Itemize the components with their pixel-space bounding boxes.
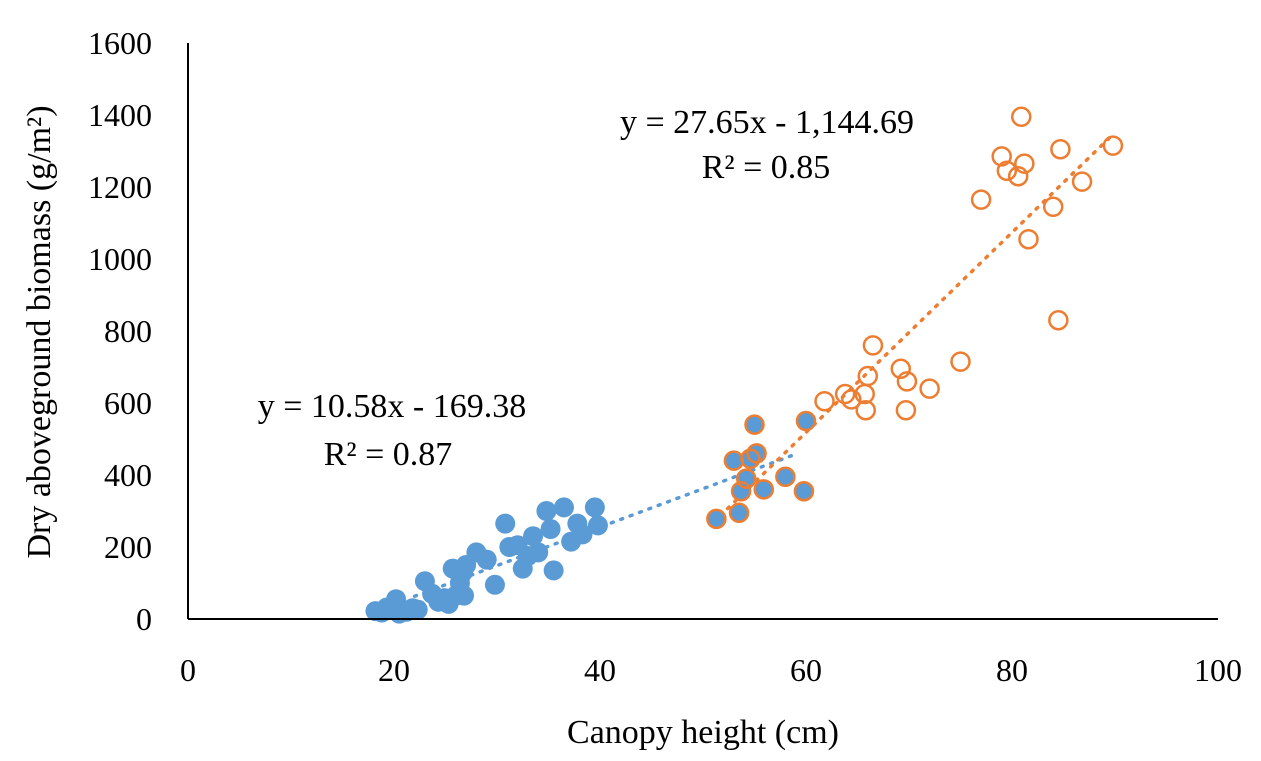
- orange-data-point: [795, 410, 817, 432]
- y-axis-title: Dry aboveground biomass (g/m²): [21, 105, 58, 558]
- orange-data-point: [841, 389, 862, 410]
- orange-data-point: [991, 146, 1012, 167]
- y-tick-label: 1000: [88, 241, 152, 277]
- orange-data-point: [890, 358, 912, 380]
- orange-data-point: [895, 399, 917, 421]
- blue-data-point: [407, 599, 428, 620]
- blue-data-point: [476, 549, 497, 570]
- orange-data-point: [775, 466, 796, 488]
- x-tick-label: 60: [790, 652, 822, 688]
- y-tick-label: 800: [104, 313, 152, 349]
- orange-data-point: [753, 479, 775, 500]
- orange-data-point: [970, 189, 992, 210]
- orange-data-point: [919, 378, 940, 399]
- blue-data-point: [523, 526, 544, 547]
- y-tick-label: 400: [104, 457, 152, 493]
- orange-data-point: [1050, 138, 1071, 160]
- orange-data-point: [793, 480, 815, 502]
- orange-data-point: [1011, 106, 1032, 128]
- blue-data-point: [543, 560, 564, 581]
- orange-data-point: [855, 399, 876, 421]
- orange-data-point: [996, 160, 1018, 182]
- orange-data-point: [857, 365, 879, 387]
- x-tick-label: 40: [584, 652, 616, 688]
- orange-data-point: [1007, 165, 1029, 187]
- orange-data-point: [1048, 309, 1069, 331]
- blue-data-point: [775, 466, 796, 487]
- blue-data-point: [744, 414, 765, 435]
- y-tick-label: 0: [136, 601, 152, 637]
- orange-trendline-r-squared: R² = 0.85: [702, 149, 831, 186]
- x-axis-title: Canopy height (cm): [567, 714, 839, 751]
- blue-data-point: [753, 479, 774, 500]
- blue-data-point: [587, 515, 608, 536]
- orange-data-point: [1014, 153, 1035, 174]
- y-tick-label: 1400: [88, 97, 152, 133]
- blue-data-point: [454, 585, 475, 606]
- x-tick-label: 100: [1194, 652, 1242, 688]
- blue-data-point: [540, 519, 561, 539]
- orange-data-point: [862, 335, 884, 356]
- blue-data-point: [793, 481, 814, 502]
- x-axis-tick-labels: 0 20 40 60 80 100: [180, 652, 1242, 688]
- orange-data-point: [746, 443, 767, 464]
- orange-data-point: [730, 480, 752, 502]
- orange-data-point: [728, 502, 750, 524]
- orange-data-point: [1018, 228, 1039, 250]
- trendlines: [412, 130, 1117, 599]
- orange-trendline: [711, 130, 1117, 525]
- blue-data-point: [528, 542, 549, 563]
- blue-data-point: [572, 524, 593, 545]
- orange-data-point: [723, 450, 745, 471]
- blue-data-point: [796, 411, 816, 431]
- blue-data-point: [729, 502, 750, 523]
- blue-trendline-equation: y = 10.58x - 169.38: [258, 388, 527, 425]
- y-tick-label: 600: [104, 385, 152, 421]
- orange-data-point: [706, 508, 727, 530]
- blue-data-point: [536, 501, 557, 521]
- blue-data-point: [723, 450, 744, 471]
- y-axis-tick-labels: 0 200 400 600 800 1000 1200 1400 1600: [88, 25, 152, 637]
- orange-data-point: [834, 383, 856, 405]
- blue-data-point: [495, 513, 516, 534]
- x-tick-label: 20: [378, 652, 410, 688]
- blue-data-point: [736, 468, 757, 489]
- y-tick-label: 200: [104, 529, 152, 565]
- y-tick-label: 1200: [88, 169, 152, 205]
- orange-data-point: [950, 351, 971, 372]
- orange-data-point: [744, 414, 765, 435]
- orange-data-point: [1102, 135, 1124, 156]
- orange-data-point: [814, 390, 835, 412]
- y-tick-label: 1600: [88, 25, 152, 61]
- axes: [187, 43, 1218, 620]
- blue-data-point: [484, 574, 505, 595]
- x-tick-label: 0: [180, 652, 196, 688]
- blue-data-point: [553, 497, 574, 518]
- x-tick-label: 80: [996, 652, 1028, 688]
- blue-data-point: [706, 508, 727, 529]
- orange-data-point: [896, 371, 918, 392]
- orange-data-point: [1071, 171, 1093, 192]
- blue-trendline-r-squared: R² = 0.87: [324, 436, 453, 473]
- orange-data-point: [1042, 196, 1064, 218]
- blue-data-point: [584, 497, 605, 518]
- orange-data-point: [736, 468, 757, 489]
- orange-data-point: [740, 448, 761, 470]
- orange-trendline-equation: y = 27.65x - 1,144.69: [620, 104, 914, 141]
